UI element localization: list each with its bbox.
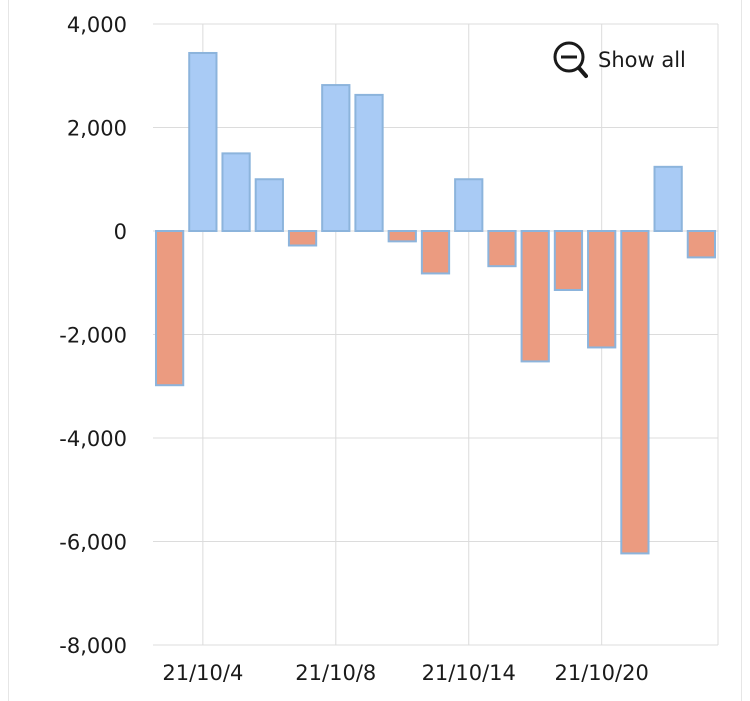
x-tick-label: 21/10/14 bbox=[422, 661, 516, 685]
zoom-out-icon bbox=[553, 41, 588, 78]
bar-negative[interactable] bbox=[620, 230, 650, 555]
left-edge-line bbox=[8, 0, 9, 701]
bar-negative[interactable] bbox=[154, 230, 185, 387]
y-tick-label: 2,000 bbox=[67, 117, 127, 141]
x-tick-label: 21/10/4 bbox=[162, 661, 243, 685]
bar-positive[interactable] bbox=[454, 178, 484, 232]
show-all-button[interactable]: Show all bbox=[552, 40, 686, 80]
show-all-label: Show all bbox=[598, 48, 686, 72]
bar-positive[interactable] bbox=[354, 93, 384, 232]
bar-negative[interactable] bbox=[387, 230, 417, 243]
y-tick-label: -4,000 bbox=[59, 427, 127, 451]
y-tick-label: 0 bbox=[114, 220, 127, 244]
y-tick-label: 4,000 bbox=[67, 13, 127, 37]
bar-negative[interactable] bbox=[420, 230, 451, 275]
bar-positive[interactable] bbox=[254, 178, 284, 232]
bar-positive[interactable] bbox=[188, 51, 218, 233]
x-axis-labels: 21/10/4 21/10/8 21/10/14 21/10/20 bbox=[162, 661, 648, 685]
bar-negative[interactable] bbox=[487, 230, 517, 268]
right-edge-line bbox=[741, 0, 742, 701]
bars bbox=[154, 51, 717, 555]
bar-positive[interactable] bbox=[221, 152, 251, 232]
bar-positive[interactable] bbox=[321, 84, 351, 232]
x-tick-label: 21/10/8 bbox=[295, 661, 376, 685]
bar-negative[interactable] bbox=[587, 230, 617, 349]
bar-negative[interactable] bbox=[553, 230, 584, 291]
bar-positive[interactable] bbox=[653, 165, 683, 232]
y-tick-label: -2,000 bbox=[59, 324, 127, 348]
bar-negative[interactable] bbox=[287, 230, 318, 247]
y-tick-label: -6,000 bbox=[59, 531, 127, 555]
x-tick-label: 21/10/20 bbox=[555, 661, 649, 685]
bar-negative[interactable] bbox=[686, 230, 717, 259]
bar-negative[interactable] bbox=[520, 230, 550, 363]
y-axis-labels: 4,000 2,000 0 -2,000 -4,000 -6,000 -8,000 bbox=[59, 13, 127, 658]
y-tick-label: -8,000 bbox=[59, 634, 127, 658]
